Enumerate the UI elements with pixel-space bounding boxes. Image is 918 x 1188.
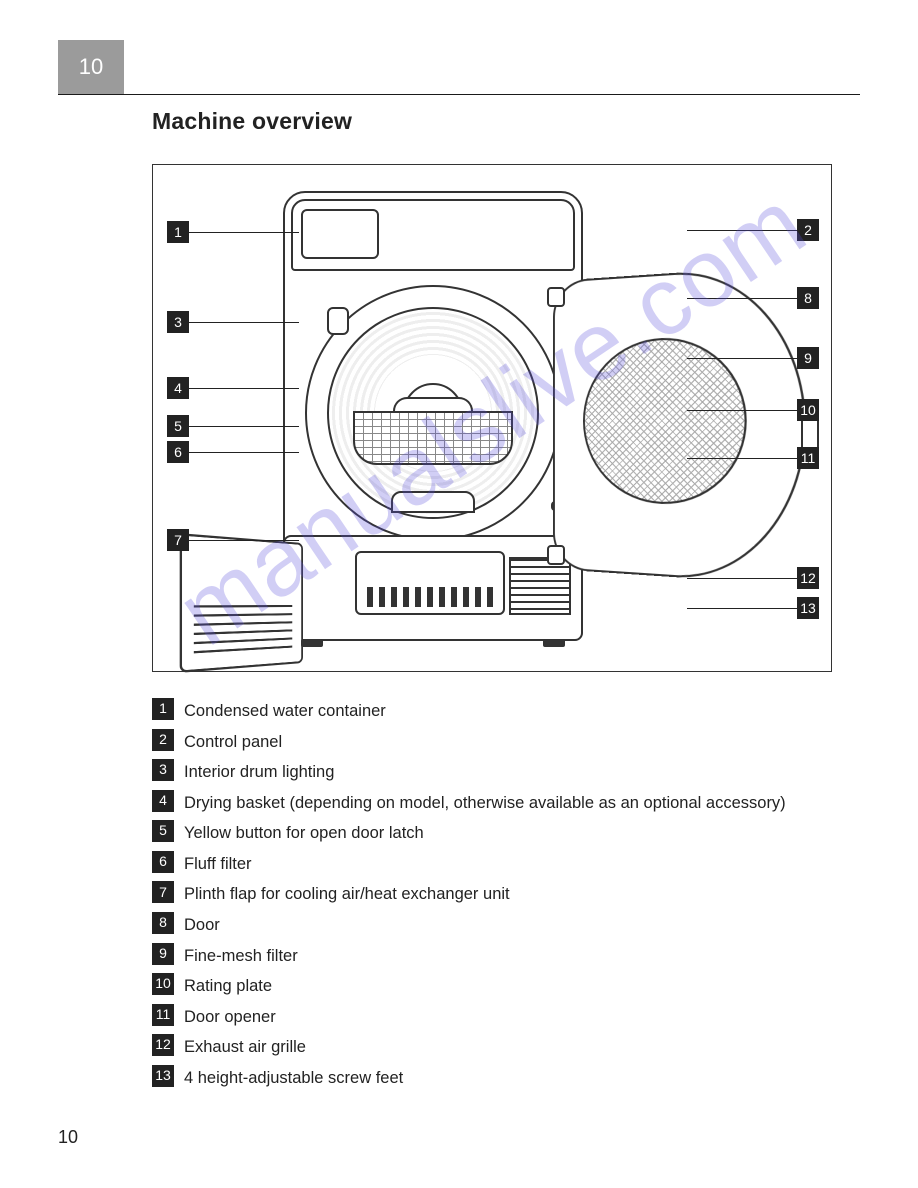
callout-marker-10: 10	[797, 399, 819, 421]
callout-marker-3: 3	[167, 311, 189, 333]
callout-line-12	[687, 578, 797, 579]
callout-line-6	[189, 452, 299, 453]
plinth-section	[283, 535, 583, 641]
legend-number: 9	[152, 943, 174, 965]
parts-legend: 1 Condensed water container 2 Control panel…	[152, 698, 786, 1095]
legend-number: 3	[152, 759, 174, 781]
legend-row-10: 10 Rating plate	[152, 973, 786, 1000]
callout-marker-5: 5	[167, 415, 189, 437]
legend-text: Interior drum lighting	[184, 759, 334, 786]
legend-row-13: 13 4 height-adjustable screw feet	[152, 1065, 786, 1092]
header-rule	[58, 94, 860, 95]
legend-row-3: 3 Interior drum lighting	[152, 759, 786, 786]
legend-row-8: 8 Door	[152, 912, 786, 939]
door-assembly	[553, 251, 791, 581]
legend-text: Control panel	[184, 729, 282, 756]
legend-text: Yellow button for open door latch	[184, 820, 424, 847]
legend-number: 7	[152, 881, 174, 903]
legend-number: 6	[152, 851, 174, 873]
legend-text: Drying basket (depending on model, other…	[184, 790, 786, 817]
heat-exchanger-unit	[355, 551, 505, 615]
section-title: Machine overview	[152, 108, 352, 135]
callout-marker-7: 7	[167, 529, 189, 551]
fluff-filter	[391, 491, 475, 513]
callout-marker-13: 13	[797, 597, 819, 619]
legend-number: 1	[152, 698, 174, 720]
legend-text: Fine-mesh filter	[184, 943, 298, 970]
legend-row-1: 1 Condensed water container	[152, 698, 786, 725]
legend-row-2: 2 Control panel	[152, 729, 786, 756]
legend-row-4: 4 Drying basket (depending on model, othe…	[152, 790, 786, 817]
legend-row-6: 6 Fluff filter	[152, 851, 786, 878]
legend-row-5: 5 Yellow button for open door latch	[152, 820, 786, 847]
door-hinge-top	[547, 287, 565, 307]
legend-number: 2	[152, 729, 174, 751]
callout-marker-12: 12	[797, 567, 819, 589]
callout-marker-8: 8	[797, 287, 819, 309]
screw-foot-right	[543, 639, 565, 647]
callout-marker-11: 11	[797, 447, 819, 469]
callout-line-5	[189, 426, 299, 427]
legend-row-11: 11 Door opener	[152, 1004, 786, 1031]
callout-line-13	[687, 608, 797, 609]
drying-basket	[353, 411, 513, 465]
legend-text: Fluff filter	[184, 851, 252, 878]
page-number: 10	[79, 54, 103, 80]
callout-line-7	[189, 540, 299, 541]
callout-line-3	[189, 322, 299, 323]
legend-number: 13	[152, 1065, 174, 1087]
legend-text: 4 height-adjustable screw feet	[184, 1065, 403, 1092]
page-number-tab: 10	[58, 40, 124, 94]
legend-number: 10	[152, 973, 174, 995]
callout-marker-4: 4	[167, 377, 189, 399]
callout-line-9	[687, 358, 797, 359]
legend-number: 5	[152, 820, 174, 842]
legend-row-7: 7 Plinth flap for cooling air/heat exchan…	[152, 881, 786, 908]
callout-marker-9: 9	[797, 347, 819, 369]
callout-line-4	[189, 388, 299, 389]
figure-frame: manualslive.com	[152, 164, 832, 672]
legend-number: 8	[152, 912, 174, 934]
callout-line-10	[687, 410, 797, 411]
callout-line-1	[189, 232, 299, 233]
legend-number: 4	[152, 790, 174, 812]
interior-light	[327, 307, 349, 335]
legend-text: Plinth flap for cooling air/heat exchang…	[184, 881, 510, 908]
legend-row-9: 9 Fine-mesh filter	[152, 943, 786, 970]
callout-line-2	[687, 230, 797, 231]
legend-number: 11	[152, 1004, 174, 1026]
screw-foot-left	[301, 639, 323, 647]
footer-page-number: 10	[58, 1127, 78, 1148]
callout-line-11	[687, 458, 797, 459]
water-container	[301, 209, 379, 259]
legend-text: Rating plate	[184, 973, 272, 1000]
legend-row-12: 12 Exhaust air grille	[152, 1034, 786, 1061]
door-hinge-bottom	[547, 545, 565, 565]
callout-marker-2: 2	[797, 219, 819, 241]
callout-marker-1: 1	[167, 221, 189, 243]
legend-number: 12	[152, 1034, 174, 1056]
callout-marker-6: 6	[167, 441, 189, 463]
plinth-flap	[180, 533, 303, 673]
legend-text: Condensed water container	[184, 698, 386, 725]
legend-text: Exhaust air grille	[184, 1034, 306, 1061]
legend-text: Door	[184, 912, 220, 939]
callout-line-8	[687, 298, 797, 299]
manual-page: 10 Machine overview manualslive.com	[0, 0, 918, 1188]
legend-text: Door opener	[184, 1004, 276, 1031]
